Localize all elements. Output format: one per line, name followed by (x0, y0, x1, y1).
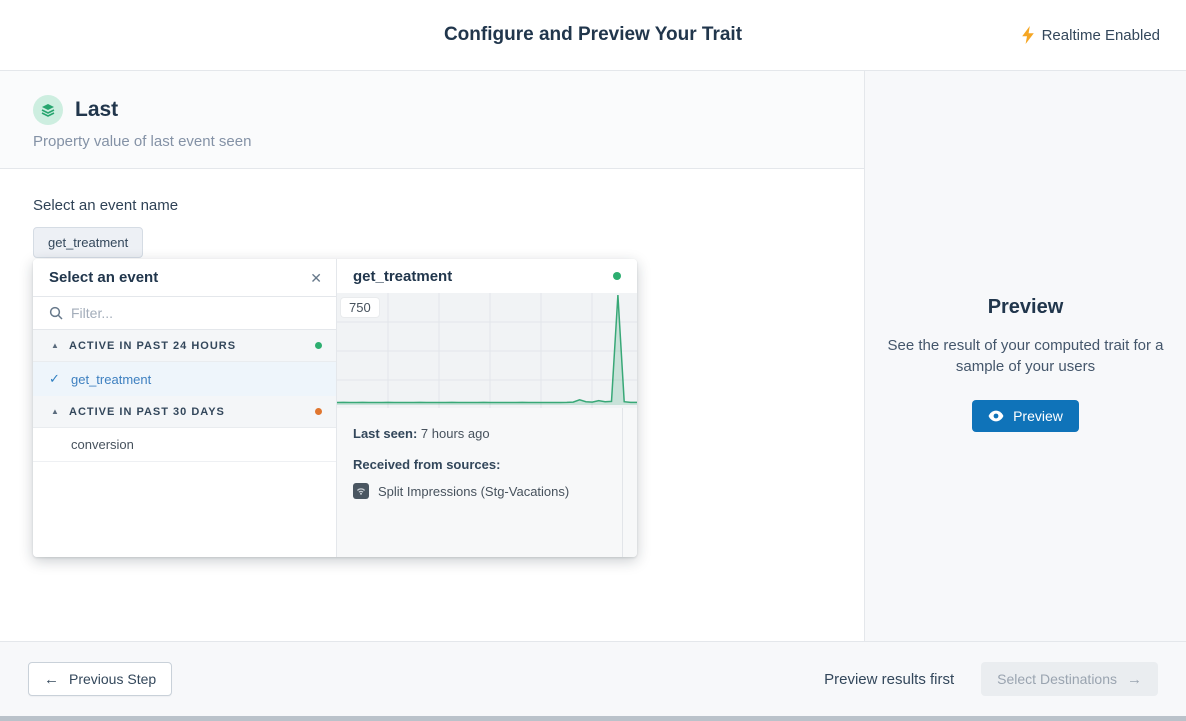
collapse-triangle-icon: ▲ (51, 341, 59, 350)
event-item[interactable]: ✓conversion (33, 428, 336, 462)
sources-label: Received from sources: (353, 457, 501, 472)
arrow-left-icon: ← (44, 670, 59, 688)
chart-ymax-label: 750 (341, 298, 379, 317)
trait-name: Last (75, 98, 119, 121)
trait-header: Last Property value of last event seen (0, 71, 864, 169)
lightning-bolt-icon (1021, 26, 1034, 44)
event-volume-chart: 750 (337, 293, 637, 408)
filter-row (33, 297, 336, 330)
arrow-right-icon: → (1127, 670, 1142, 688)
event-detail-info: Last seen: 7 hours ago Received from sou… (337, 408, 637, 557)
check-icon: ✓ (49, 371, 60, 386)
top-header: Configure and Preview Your Trait Realtim… (0, 0, 1186, 71)
trait-description: Property value of last event seen (33, 133, 252, 150)
event-group-label: ACTIVE IN PAST 30 DAYS (69, 405, 225, 418)
previous-step-button[interactable]: ← Previous Step (28, 662, 173, 696)
event-group-label: ACTIVE IN PAST 24 HOURS (69, 339, 237, 352)
event-group-header[interactable]: ▲ ACTIVE IN PAST 24 HOURS (33, 330, 336, 362)
preview-title: Preview (987, 296, 1064, 318)
last-seen-line: Last seen: 7 hours ago (353, 426, 621, 441)
preview-panel: Preview See the result of your computed … (865, 71, 1186, 641)
select-destinations-label: Select Destinations (997, 671, 1117, 687)
scrollbar-track[interactable] (622, 408, 623, 557)
event-selector-popup: Select an event ✕ ▲ ACTIVE IN PAST 24 HOU… (33, 259, 637, 557)
trait-config-panel: Last Property value of last event seen S… (0, 71, 865, 641)
page-title: Configure and Preview Your Trait (443, 24, 743, 45)
preview-button[interactable]: Preview (972, 400, 1079, 432)
footer-bar: ← Previous Step Preview results first Se… (0, 641, 1186, 716)
main-area: Last Property value of last event seen S… (0, 71, 1186, 641)
source-row: Split Impressions (Stg-Vacations) (353, 483, 621, 499)
event-name-label: Select an event name (33, 197, 179, 214)
group-status-dot (315, 342, 322, 349)
event-list: ▲ ACTIVE IN PAST 24 HOURS ✓ get_treatment ▲ A… (33, 330, 336, 462)
source-logo-icon (353, 483, 369, 499)
select-destinations-button[interactable]: Select Destinations → (981, 662, 1158, 696)
preview-description: See the result of your computed trait fo… (887, 337, 1164, 375)
eye-icon (988, 410, 1004, 422)
preview-button-label: Preview (1013, 408, 1063, 424)
event-detail-title: get_treatment (353, 267, 453, 285)
event-detail-pane: get_treatment 750 Last seen: 7 hours ago… (337, 259, 637, 557)
group-status-dot (315, 408, 322, 415)
layers-icon (33, 95, 63, 125)
event-item-label: conversion (71, 437, 134, 452)
filter-input[interactable] (71, 305, 320, 321)
realtime-status: Realtime Enabled (1021, 26, 1160, 44)
selected-event-chip[interactable]: get_treatment (33, 227, 144, 258)
last-seen-label: Last seen: (353, 426, 418, 441)
event-item-label: get_treatment (71, 371, 152, 387)
event-item[interactable]: ✓ get_treatment (33, 362, 336, 396)
area-chart (337, 293, 637, 408)
bottom-edge-strip (0, 716, 1186, 721)
close-icon[interactable]: ✕ (310, 269, 322, 286)
event-list-title: Select an event (49, 269, 159, 286)
collapse-triangle-icon: ▲ (51, 407, 59, 416)
last-seen-value: 7 hours ago (417, 426, 490, 441)
search-icon (49, 306, 63, 320)
event-group-header[interactable]: ▲ ACTIVE IN PAST 30 DAYS (33, 396, 336, 428)
realtime-label: Realtime Enabled (1041, 26, 1160, 44)
source-name: Split Impressions (Stg-Vacations) (378, 483, 570, 499)
event-list-pane: Select an event ✕ ▲ ACTIVE IN PAST 24 HOU… (33, 259, 337, 557)
preview-first-hint: Preview results first (824, 670, 955, 688)
event-status-dot (613, 272, 621, 280)
previous-step-label: Previous Step (69, 671, 157, 687)
